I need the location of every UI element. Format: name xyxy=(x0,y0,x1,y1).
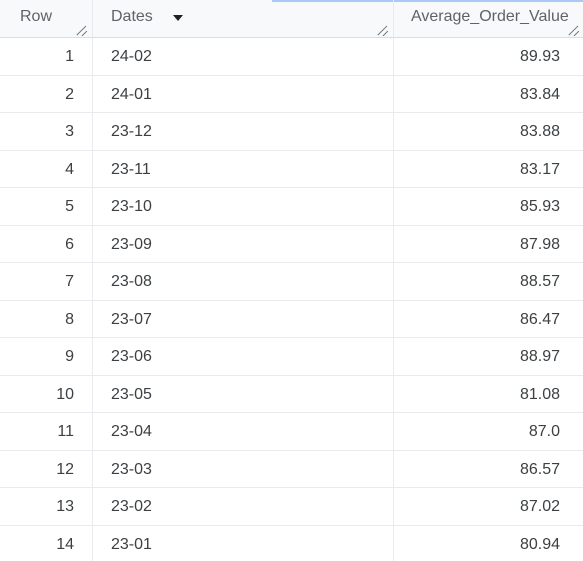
row-number-cell: 6 xyxy=(0,225,92,262)
row-number-cell: 4 xyxy=(0,150,92,187)
dates-cell[interactable]: 23-02 xyxy=(92,488,393,525)
header-accent-bar xyxy=(272,0,583,2)
row-number-cell: 8 xyxy=(0,300,92,337)
average-order-value-cell[interactable]: 83.84 xyxy=(393,75,583,112)
column-resize-icon[interactable] xyxy=(377,24,389,36)
column-header-average-order-value-label: Average_Order_Value xyxy=(411,8,569,25)
table-row[interactable]: 11 23-04 87.0 xyxy=(0,413,583,451)
table-row[interactable]: 14 23-01 80.94 xyxy=(0,525,583,561)
column-header-row[interactable]: Row xyxy=(0,0,92,37)
row-number-cell: 3 xyxy=(0,113,92,150)
row-number-cell: 7 xyxy=(0,263,92,300)
average-order-value-cell[interactable]: 86.57 xyxy=(393,450,583,487)
row-number-cell: 13 xyxy=(0,488,92,525)
dates-cell[interactable]: 23-01 xyxy=(92,525,393,561)
table-row[interactable]: 1 24-02 89.93 xyxy=(0,38,583,76)
column-resize-icon[interactable] xyxy=(76,24,88,36)
row-number-cell: 2 xyxy=(0,75,92,112)
dates-cell[interactable]: 23-11 xyxy=(92,150,393,187)
table-row[interactable]: 4 23-11 83.17 xyxy=(0,150,583,188)
table-row[interactable]: 13 23-02 87.02 xyxy=(0,488,583,526)
dates-cell[interactable]: 23-06 xyxy=(92,338,393,375)
row-number-cell: 14 xyxy=(0,525,92,561)
row-number-cell: 9 xyxy=(0,338,92,375)
dates-cell[interactable]: 23-07 xyxy=(92,300,393,337)
table-row[interactable]: 6 23-09 87.98 xyxy=(0,225,583,263)
table-row[interactable]: 8 23-07 86.47 xyxy=(0,300,583,338)
average-order-value-cell[interactable]: 80.94 xyxy=(393,525,583,561)
average-order-value-cell[interactable]: 87.02 xyxy=(393,488,583,525)
table-row[interactable]: 5 23-10 85.93 xyxy=(0,188,583,226)
average-order-value-cell[interactable]: 81.08 xyxy=(393,375,583,412)
dates-cell[interactable]: 23-05 xyxy=(92,375,393,412)
table-row[interactable]: 12 23-03 86.57 xyxy=(0,450,583,488)
dates-cell[interactable]: 23-08 xyxy=(92,263,393,300)
row-number-cell: 11 xyxy=(0,413,92,450)
average-order-value-cell[interactable]: 86.47 xyxy=(393,300,583,337)
column-header-dates[interactable]: Dates xyxy=(92,0,393,37)
table-header: Row Dates Average_Order_Value xyxy=(0,0,583,38)
average-order-value-cell[interactable]: 83.17 xyxy=(393,150,583,187)
dates-cell[interactable]: 23-03 xyxy=(92,450,393,487)
average-order-value-cell[interactable]: 88.97 xyxy=(393,338,583,375)
row-number-cell: 12 xyxy=(0,450,92,487)
row-number-cell: 10 xyxy=(0,375,92,412)
row-number-cell: 5 xyxy=(0,188,92,225)
average-order-value-cell[interactable]: 88.57 xyxy=(393,263,583,300)
table-row[interactable]: 2 24-01 83.84 xyxy=(0,75,583,113)
row-number-cell: 1 xyxy=(0,38,92,75)
average-order-value-cell[interactable]: 85.93 xyxy=(393,188,583,225)
column-header-row-label: Row xyxy=(20,8,53,25)
table-row[interactable]: 7 23-08 88.57 xyxy=(0,263,583,301)
average-order-value-cell[interactable]: 83.88 xyxy=(393,113,583,150)
average-order-value-cell[interactable]: 87.0 xyxy=(393,413,583,450)
average-order-value-cell[interactable]: 89.93 xyxy=(393,38,583,75)
table-row[interactable]: 9 23-06 88.97 xyxy=(0,338,583,376)
sort-descending-icon[interactable] xyxy=(173,15,183,21)
average-order-value-cell[interactable]: 87.98 xyxy=(393,225,583,262)
column-resize-icon[interactable] xyxy=(568,24,580,36)
dates-cell[interactable]: 24-01 xyxy=(92,75,393,112)
table-row[interactable]: 3 23-12 83.88 xyxy=(0,113,583,151)
dates-cell[interactable]: 23-09 xyxy=(92,225,393,262)
dates-cell[interactable]: 23-10 xyxy=(92,188,393,225)
table-row[interactable]: 10 23-05 81.08 xyxy=(0,375,583,413)
dates-cell[interactable]: 23-04 xyxy=(92,413,393,450)
dates-cell[interactable]: 24-02 xyxy=(92,38,393,75)
column-header-average-order-value[interactable]: Average_Order_Value xyxy=(393,0,583,37)
column-header-dates-label: Dates xyxy=(111,8,153,25)
dates-cell[interactable]: 23-12 xyxy=(92,113,393,150)
